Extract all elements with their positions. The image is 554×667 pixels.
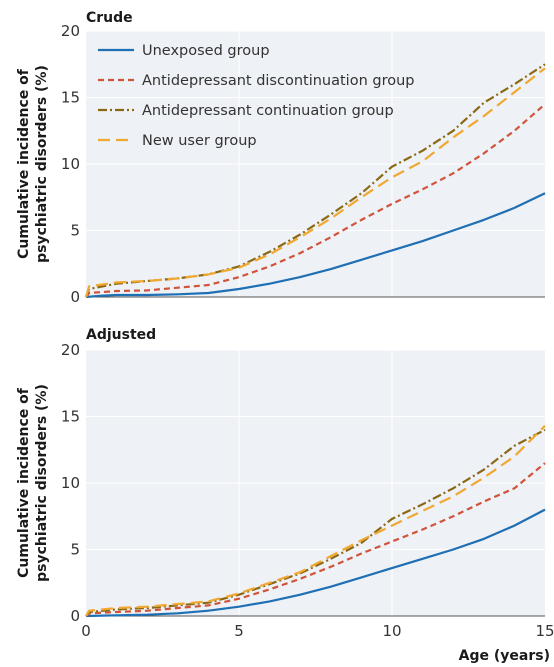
- legend-entry: Antidepressant discontinuation group: [142, 73, 415, 89]
- crude-y-ticks: 0 5 10 15 20: [61, 22, 80, 306]
- crude-y-axis-label-line1: Cumulative incidence of: [16, 68, 32, 259]
- adjusted-y-ticks: 0 5 10 15 20: [61, 341, 80, 625]
- series-line-1: [85, 508, 546, 618]
- crude-y-axis-label-line2: psychiatric disorders (%): [34, 65, 50, 263]
- adjusted-y-axis-label-line1: Cumulative incidence of: [16, 387, 32, 578]
- y-tick-label: 0: [70, 607, 80, 625]
- y-tick-label: 10: [61, 155, 80, 173]
- adjusted-y-axis-label-line2: psychiatric disorders (%): [34, 384, 50, 582]
- series-line-4: [85, 425, 546, 617]
- crude-grid: [86, 30, 545, 297]
- adjusted-panel-title: Adjusted: [86, 327, 156, 343]
- series-line-2: [85, 462, 546, 617]
- crude-legend: Unexposed group Antidepressant discontinu…: [98, 43, 415, 149]
- legend-entry: New user group: [142, 133, 257, 149]
- adjusted-panel: Adjusted Cumulative incidence of psychia…: [16, 327, 554, 664]
- legend-entry: Antidepressant continuation group: [142, 103, 394, 119]
- x-tick-label: 0: [81, 622, 91, 640]
- series-line-4: [84, 67, 546, 298]
- y-tick-label: 15: [61, 408, 80, 426]
- adjusted-series: [85, 425, 546, 618]
- series-line-1: [85, 192, 546, 299]
- y-tick-label: 20: [61, 22, 80, 40]
- x-tick-label: 5: [234, 622, 244, 640]
- y-tick-label: 5: [70, 222, 80, 240]
- crude-panel: Crude Cumulative incidence of psychiatri…: [16, 10, 546, 306]
- adjusted-grid: [86, 349, 545, 616]
- y-tick-label: 15: [61, 89, 80, 107]
- crude-series: [84, 63, 546, 299]
- adjusted-x-ticks: 0 5 10 15: [81, 622, 554, 640]
- y-tick-label: 0: [70, 288, 80, 306]
- x-tick-label: 10: [382, 622, 401, 640]
- y-tick-label: 20: [61, 341, 80, 359]
- x-axis-label: Age (years): [459, 648, 550, 664]
- x-tick-label: 15: [535, 622, 554, 640]
- series-line-3: [85, 428, 546, 617]
- y-tick-label: 10: [61, 474, 80, 492]
- series-line-2: [85, 103, 546, 298]
- legend-entry: Unexposed group: [142, 43, 270, 59]
- crude-panel-title: Crude: [86, 10, 133, 26]
- y-tick-label: 5: [70, 541, 80, 559]
